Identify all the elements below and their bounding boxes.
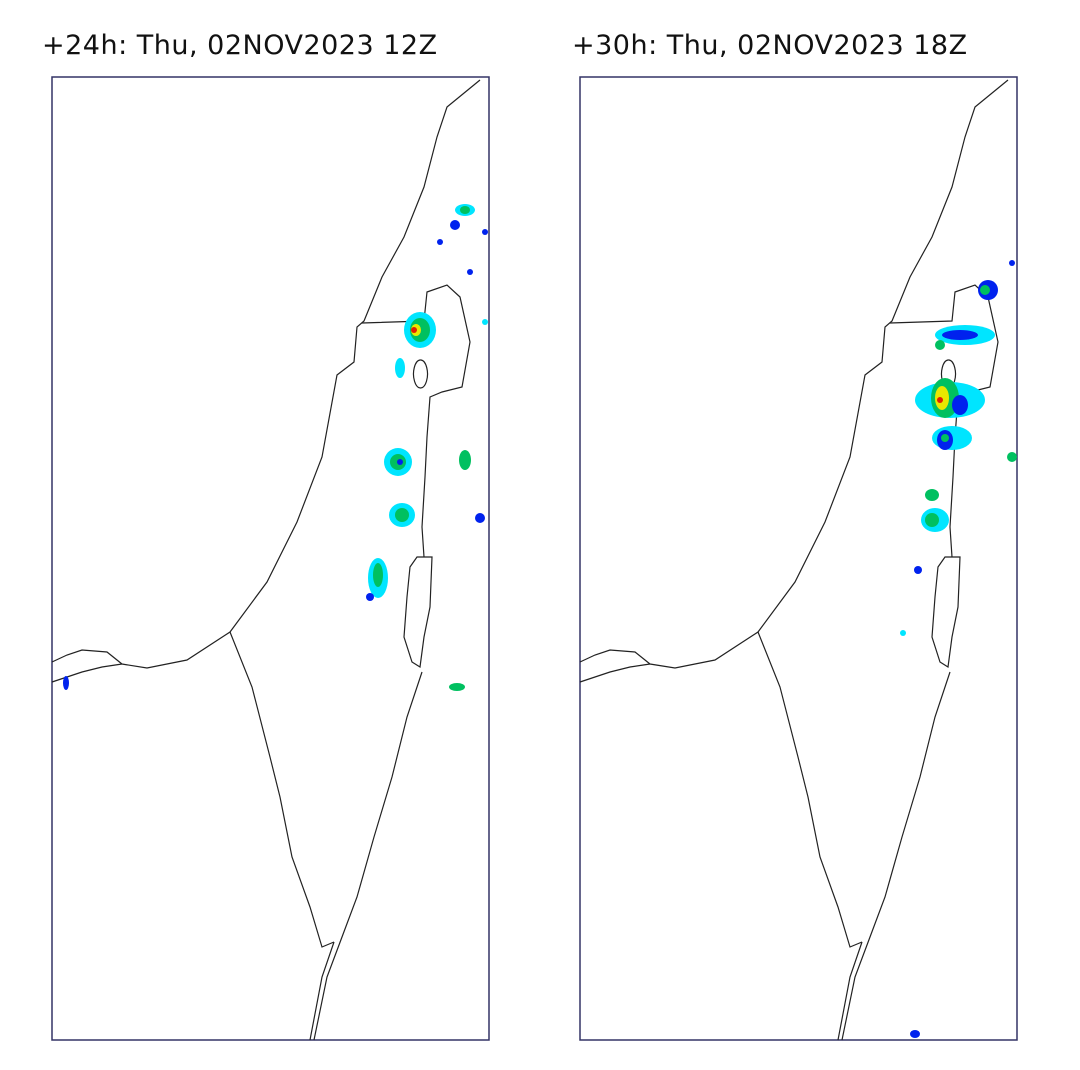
precipitation-cells xyxy=(900,260,1017,1038)
panel-title-24h: +24h: Thu, 02NOV2023 12Z xyxy=(42,30,438,61)
map-panel-30h xyxy=(579,76,1018,1041)
precipitation-cells xyxy=(63,204,488,691)
map-frame xyxy=(51,76,490,1041)
map-panel-24h xyxy=(51,76,490,1041)
map-frame xyxy=(579,76,1018,1041)
panel-title-30h: +30h: Thu, 02NOV2023 18Z xyxy=(572,30,968,61)
